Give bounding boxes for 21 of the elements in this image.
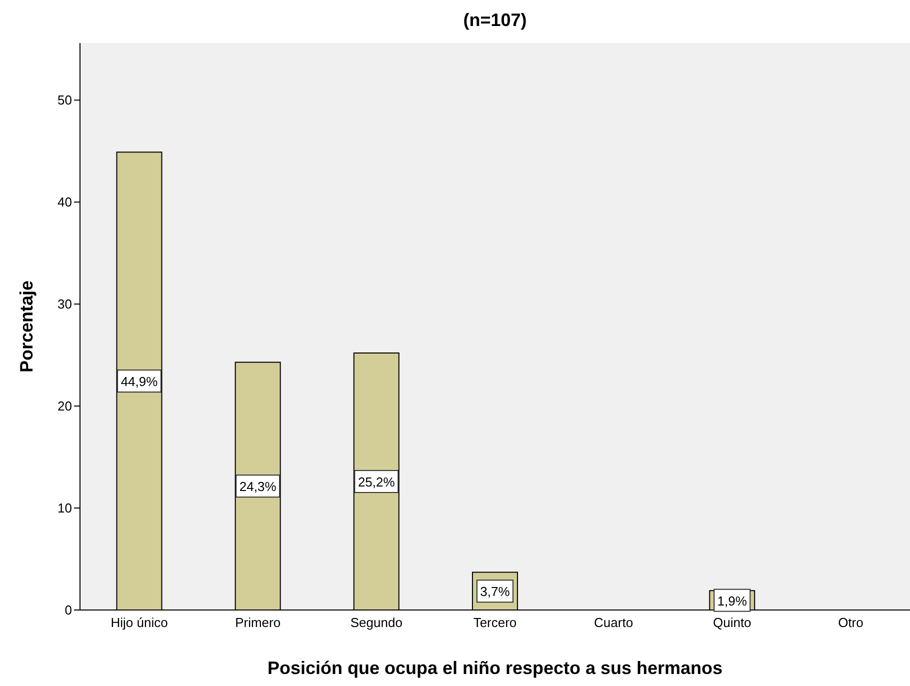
- data-label: 1,9%: [717, 593, 748, 608]
- data-label: 3,7%: [480, 584, 510, 600]
- chart-title: (n=107): [462, 10, 528, 31]
- y-tick-label: 50: [58, 92, 72, 108]
- y-tick-label: 20: [58, 398, 72, 414]
- y-tick-label: 0: [64, 602, 72, 618]
- y-tick-label: 10: [58, 500, 72, 516]
- x-axis-title: Posición que ocupa el niño respecto a sus hermanos: [267, 658, 723, 678]
- data-label: 25,2%: [358, 474, 396, 490]
- y-tick-label: 40: [58, 194, 72, 210]
- y-axis-title: Porcentaje: [16, 280, 36, 373]
- x-tick-label: Cuarto: [594, 615, 634, 630]
- x-tick-label: Tercero: [473, 615, 517, 630]
- x-tick-label: Segundo: [350, 615, 402, 630]
- x-tick-label: Quinto: [712, 615, 752, 630]
- x-tick-label: Primero: [235, 615, 281, 630]
- data-label: 44,9%: [120, 374, 158, 390]
- y-tick-label: 30: [58, 296, 72, 312]
- x-tick-label: Hijo único: [110, 615, 168, 630]
- x-tick-label: Otro: [838, 615, 864, 630]
- data-label: 24,3%: [239, 479, 277, 494]
